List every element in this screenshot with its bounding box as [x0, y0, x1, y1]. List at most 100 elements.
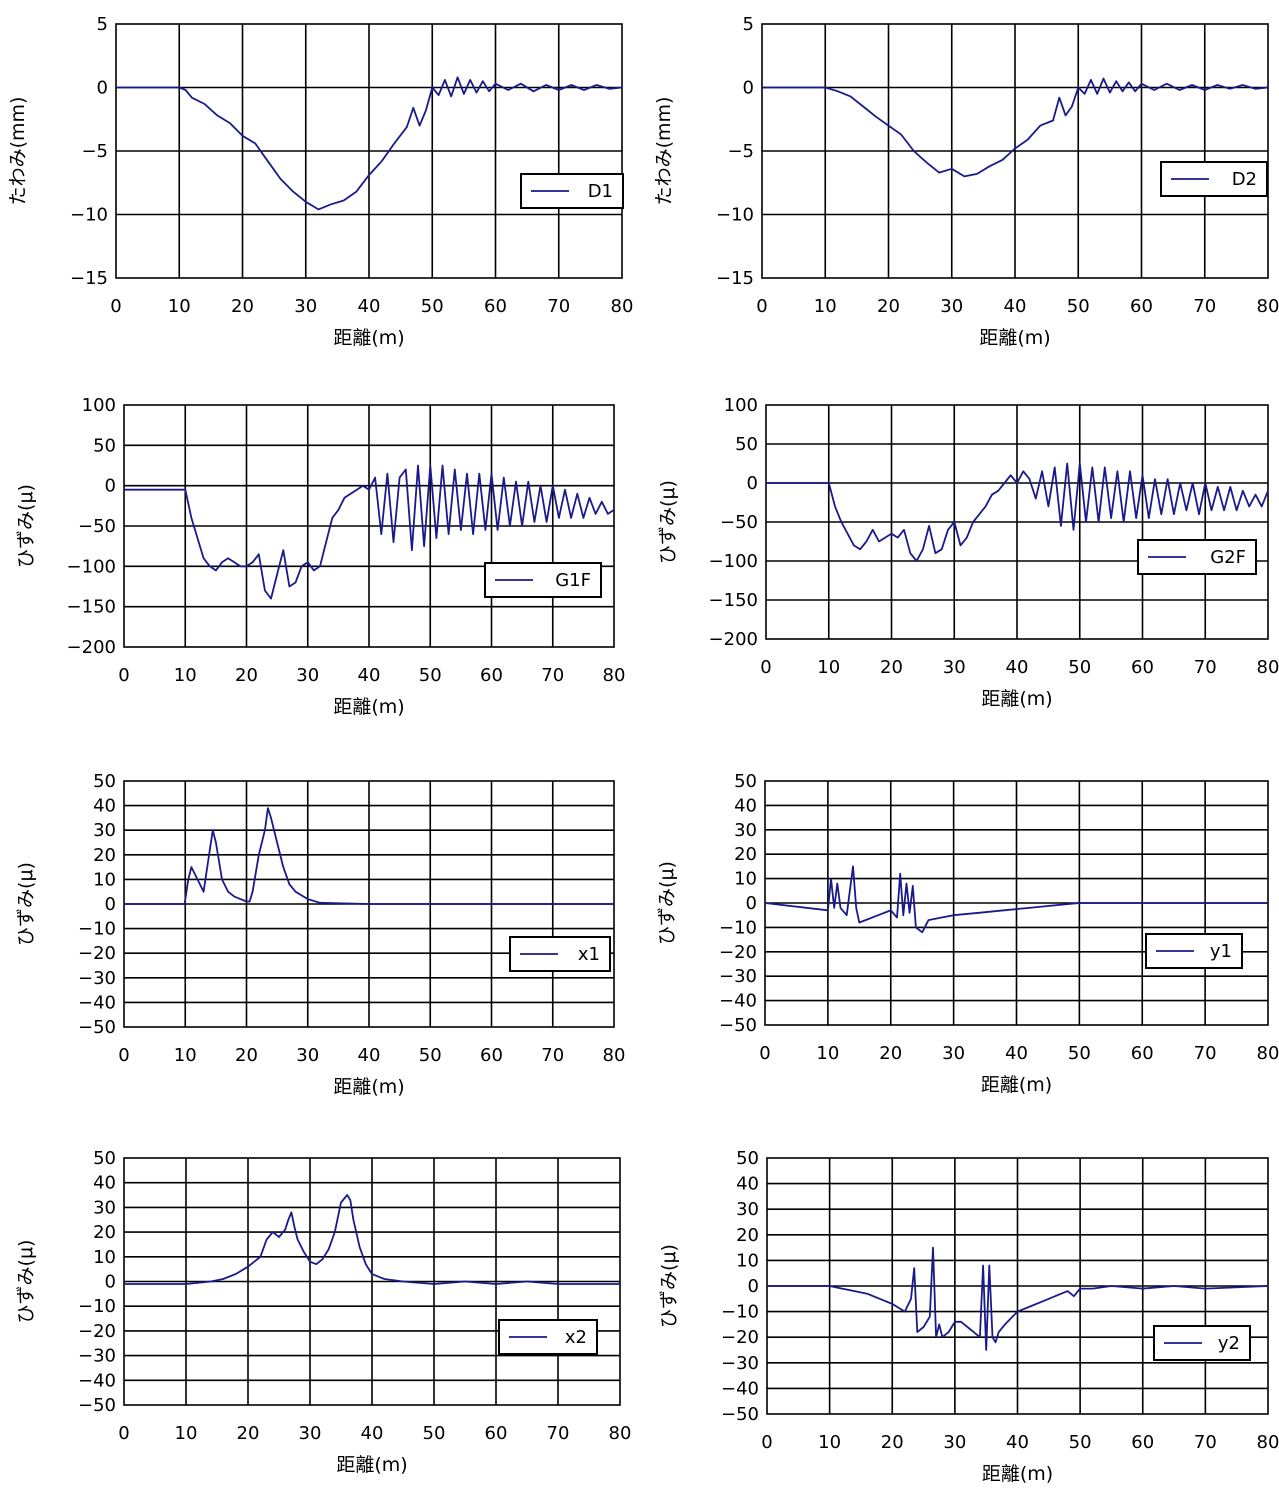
- y-tick-label: −20: [721, 1327, 759, 1348]
- legend-label: G2F: [1210, 547, 1246, 568]
- x-axis-label: 距離(m): [333, 1076, 404, 1098]
- y-tick-label: −20: [719, 942, 757, 963]
- y-tick-label: −50: [720, 512, 758, 533]
- y-tick-label: −5: [81, 141, 108, 162]
- x-tick-label: 70: [1193, 296, 1216, 317]
- x-tick-label: 70: [541, 1045, 564, 1066]
- y-tick-label: −10: [719, 917, 757, 938]
- x-tick-label: 40: [1004, 296, 1027, 317]
- y-tick-label: −50: [78, 1395, 116, 1416]
- x-tick-label: 60: [480, 1045, 503, 1066]
- y-tick-label: 5: [743, 14, 754, 35]
- x-tick-label: 80: [609, 1423, 632, 1444]
- y-tick-label: −5: [727, 141, 754, 162]
- x-tick-label: 10: [814, 296, 837, 317]
- legend: y2: [1153, 1325, 1251, 1361]
- y-tick-label: 0: [746, 893, 757, 914]
- y-tick-label: 100: [724, 395, 758, 416]
- y-tick-label: 100: [82, 395, 116, 416]
- chart-7: 0 10 20 30 40 50 60 70 80 50 40 30 20 10 0 −10 −20 −30 −40…: [15, 1148, 631, 1476]
- y-tick-label: −40: [78, 992, 116, 1013]
- y-tick-label: 0: [743, 78, 754, 99]
- y-tick-label: −30: [78, 968, 116, 989]
- legend-label: G1F: [555, 570, 591, 591]
- x-tick-label: 60: [485, 1423, 508, 1444]
- y-tick-label: −15: [716, 268, 754, 289]
- legend-label: x1: [578, 944, 600, 965]
- x-tick-label: 0: [760, 657, 771, 678]
- y-tick-label: −10: [78, 1296, 116, 1317]
- chart-5: 0 10 20 30 40 50 60 70 80 50 40 30 20 10 0 −10 −20 −30 −40…: [15, 771, 625, 1098]
- series-line-y2: [767, 1246, 1269, 1351]
- x-tick-label: 10: [817, 657, 840, 678]
- y-tick-label: 20: [93, 1222, 116, 1243]
- y-tick-label: −30: [78, 1346, 116, 1367]
- y-tick-label: 10: [93, 1247, 116, 1268]
- series-line-g2f: [766, 462, 1269, 562]
- y-tick-label: 10: [93, 869, 116, 890]
- legend: x1: [509, 936, 611, 972]
- x-tick-label: 60: [1130, 296, 1153, 317]
- x-tick-label: 30: [296, 1045, 319, 1066]
- y-tick-label: −40: [719, 991, 757, 1012]
- x-tick-label: 30: [294, 296, 317, 317]
- y-tick-label: −100: [709, 551, 758, 572]
- y-tick-label: 50: [93, 771, 116, 792]
- y-tick-label: 20: [734, 844, 757, 865]
- x-tick-label: 0: [756, 296, 767, 317]
- y-tick-label: 20: [736, 1225, 759, 1246]
- x-tick-label: 0: [118, 1423, 129, 1444]
- legend: y1: [1145, 933, 1243, 969]
- x-tick-label: 50: [1069, 1432, 1092, 1453]
- x-tick-label: 50: [419, 1045, 442, 1066]
- y-axis-label: ひずみ(μ): [15, 1240, 37, 1324]
- y-axis-label: たわみ(mm): [7, 97, 29, 206]
- x-tick-label: 60: [484, 296, 507, 317]
- x-tick-label: 20: [235, 1045, 258, 1066]
- legend: D1: [520, 173, 624, 209]
- legend-label: x2: [565, 1327, 587, 1348]
- y-tick-label: −10: [70, 205, 108, 226]
- x-tick-label: 40: [1006, 657, 1029, 678]
- x-tick-label: 20: [237, 1423, 260, 1444]
- y-tick-label: 50: [735, 434, 758, 455]
- x-tick-label: 50: [1068, 1043, 1091, 1064]
- x-tick-label: 40: [1006, 1432, 1029, 1453]
- y-axis-label: ひずみ(μ): [656, 861, 678, 945]
- series-line-x1: [124, 807, 614, 905]
- x-tick-label: 80: [603, 1045, 626, 1066]
- x-tick-label: 40: [358, 296, 381, 317]
- x-tick-label: 10: [174, 665, 197, 686]
- legend: x2: [498, 1319, 598, 1355]
- y-tick-label: −30: [721, 1353, 759, 1374]
- x-tick-label: 0: [759, 1043, 770, 1064]
- y-tick-label: 10: [736, 1250, 759, 1271]
- y-tick-label: 50: [93, 435, 116, 456]
- x-tick-label: 20: [880, 657, 903, 678]
- x-tick-label: 40: [358, 665, 381, 686]
- x-tick-label: 70: [1194, 1043, 1217, 1064]
- x-tick-label: 10: [818, 1432, 841, 1453]
- x-axis-label: 距離(m): [333, 327, 404, 349]
- x-tick-label: 10: [175, 1423, 198, 1444]
- x-tick-label: 70: [547, 296, 570, 317]
- x-tick-label: 60: [1131, 1432, 1154, 1453]
- x-tick-label: 80: [611, 296, 634, 317]
- y-tick-label: −150: [67, 597, 116, 618]
- y-tick-label: 0: [748, 1276, 759, 1297]
- x-tick-label: 50: [421, 296, 444, 317]
- y-tick-label: 30: [736, 1199, 759, 1220]
- x-tick-label: 80: [1257, 1043, 1279, 1064]
- series-line-d2: [762, 77, 1269, 178]
- y-tick-label: 50: [736, 1148, 759, 1169]
- x-tick-label: 50: [1068, 657, 1091, 678]
- legend-label: y2: [1218, 1333, 1240, 1354]
- y-tick-label: 40: [734, 795, 757, 816]
- x-tick-label: 50: [1067, 296, 1090, 317]
- x-tick-label: 50: [419, 665, 442, 686]
- x-tick-label: 10: [816, 1043, 839, 1064]
- x-tick-label: 20: [881, 1432, 904, 1453]
- y-axis-label: たわみ(mm): [653, 97, 675, 206]
- x-tick-label: 10: [168, 296, 191, 317]
